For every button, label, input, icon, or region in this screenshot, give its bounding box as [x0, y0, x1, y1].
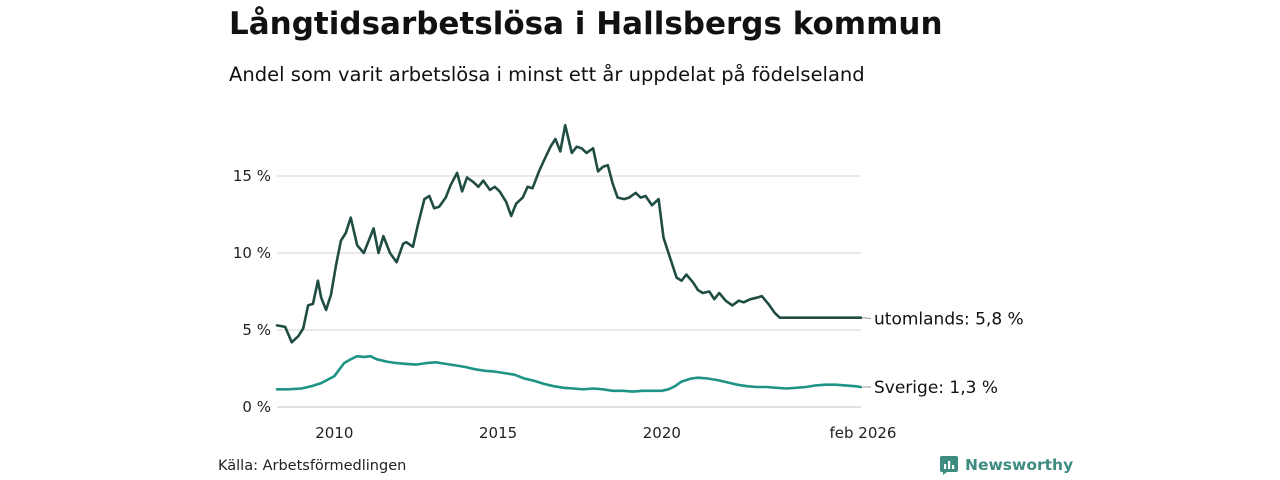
x-tick-label: 2015 — [479, 424, 517, 442]
grid-lines — [277, 175, 861, 408]
label-connector — [862, 317, 872, 320]
series-lines — [275, 123, 863, 393]
y-tick-label: 15 % — [233, 167, 271, 185]
y-tick-label: 10 % — [233, 244, 271, 262]
series-line-sverige — [275, 354, 863, 393]
brand-logo[interactable]: Newsworthy — [939, 455, 1073, 475]
x-tick-label: 2020 — [643, 424, 681, 442]
brand-name: Newsworthy — [965, 456, 1074, 474]
y-tick-label: 0 % — [242, 398, 271, 416]
end-labels: utomlands: 5,8 % Sverige: 1,3 % — [862, 310, 1024, 398]
x-tick-label: 2010 — [315, 424, 353, 442]
chart-subtitle: Andel som varit arbetslösa i minst ett å… — [229, 63, 865, 86]
y-tick-label: 5 % — [242, 321, 271, 339]
source-note: Källa: Arbetsförmedlingen — [218, 458, 407, 474]
newsworthy-icon — [940, 456, 958, 475]
x-tick-label: feb 2026 — [830, 424, 897, 442]
chart-title: Långtidsarbetslösa i Hallsbergs kommun — [229, 6, 943, 42]
series-end-label: utomlands: 5,8 % — [874, 310, 1024, 330]
x-axis-ticks: 2010 2015 2020 feb 2026 — [315, 424, 896, 442]
y-axis-ticks: 0 % 5 % 10 % 15 % — [233, 167, 271, 416]
series-end-label: Sverige: 1,3 % — [874, 378, 998, 398]
series-line-utomlands — [275, 123, 863, 344]
